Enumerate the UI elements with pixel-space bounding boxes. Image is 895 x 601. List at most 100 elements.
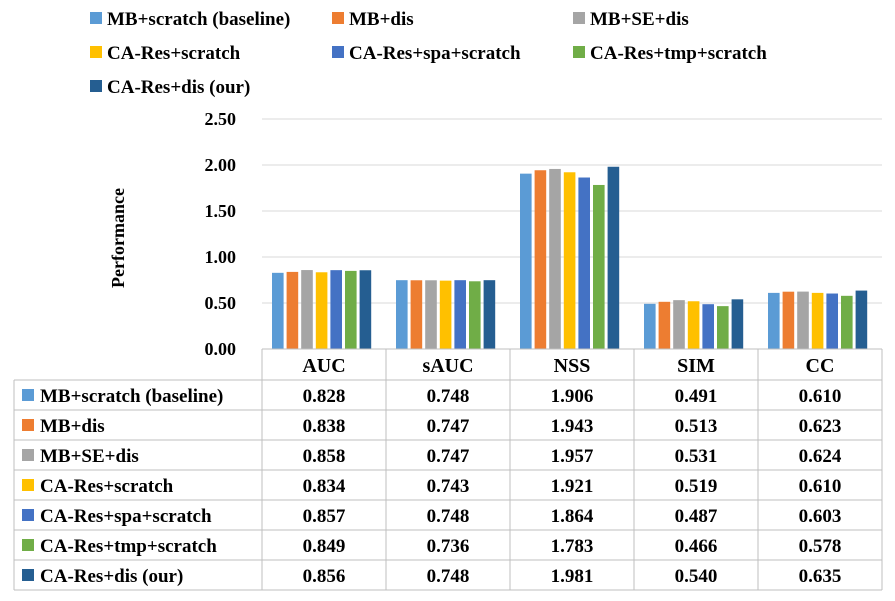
- bar-cc-s6: [855, 290, 868, 349]
- table-legend-key: [22, 509, 34, 521]
- table-cell-value: 1.906: [551, 386, 594, 407]
- bar-auc-s1: [286, 271, 299, 349]
- y-tick-label: 1.50: [205, 201, 237, 221]
- bar-sim-s1: [658, 301, 671, 349]
- table-cell-value: 0.743: [427, 476, 470, 497]
- category-label-nss: NSS: [554, 355, 591, 377]
- table-cell-value: 0.610: [799, 476, 842, 497]
- bar-auc-s3: [315, 272, 328, 349]
- table-series-name: MB+dis: [40, 416, 105, 437]
- legend-key: [573, 12, 585, 24]
- legend-key: [90, 46, 102, 58]
- legend-label: MB+dis: [349, 9, 414, 30]
- table-cell-value: 1.943: [551, 416, 594, 437]
- bar-auc-s6: [359, 270, 372, 349]
- category-label-auc: AUC: [302, 355, 345, 377]
- bar-sauc-s0: [396, 280, 408, 349]
- bar-auc-s4: [330, 270, 342, 349]
- table-legend-key: [22, 569, 34, 581]
- bar-nss-s3: [563, 172, 576, 349]
- bar-auc-s2: [301, 270, 313, 349]
- legend-label: CA-Res+scratch: [107, 43, 241, 64]
- bar-sim-s5: [717, 306, 729, 349]
- bar-sauc-s6: [483, 280, 496, 349]
- table-cell-value: 0.491: [675, 386, 718, 407]
- bar-sauc-s5: [469, 281, 481, 349]
- bar-auc-s5: [345, 270, 357, 349]
- table-cell-value: 0.610: [799, 386, 842, 407]
- table-legend-key: [22, 539, 34, 551]
- table-cell-value: 0.531: [675, 446, 718, 467]
- bar-nss-s6: [607, 166, 620, 349]
- table-cell-value: 0.858: [303, 446, 346, 467]
- table-cell-value: 0.635: [799, 566, 842, 587]
- legend-label: MB+SE+dis: [590, 9, 689, 30]
- table-cell-value: 0.748: [427, 566, 470, 587]
- table-series-name: CA-Res+spa+scratch: [40, 506, 212, 527]
- bar-nss-s5: [593, 184, 605, 349]
- bar-sauc-s1: [410, 280, 423, 349]
- table-series-name: CA-Res+tmp+scratch: [40, 536, 217, 557]
- table-cell-value: 0.849: [303, 536, 346, 557]
- table-cell-value: 1.864: [551, 506, 594, 527]
- legend-label: CA-Res+tmp+scratch: [590, 43, 767, 64]
- table-cell-value: 0.624: [799, 446, 842, 467]
- table-series-name: CA-Res+dis (our): [40, 566, 183, 587]
- table-series-name: MB+scratch (baseline): [40, 386, 223, 407]
- table-cell-value: 0.513: [675, 416, 718, 437]
- table-cell-value: 1.921: [551, 476, 594, 497]
- bar-nss-s1: [534, 170, 547, 349]
- bar-sim-s6: [731, 299, 744, 349]
- table-series-name: CA-Res+scratch: [40, 476, 174, 497]
- table-cell-value: 0.747: [427, 446, 470, 467]
- bar-sauc-s3: [439, 280, 452, 349]
- legend-key: [332, 46, 344, 58]
- table-series-name: MB+SE+dis: [40, 446, 139, 467]
- table-cell-value: 0.748: [427, 506, 470, 527]
- table-cell-value: 0.828: [303, 386, 346, 407]
- y-tick-label: 0.50: [205, 293, 237, 313]
- legend-key: [90, 80, 102, 92]
- bar-auc-s0: [272, 272, 284, 349]
- y-axis-title: Performance: [108, 188, 128, 288]
- bar-sim-s4: [702, 304, 714, 349]
- bar-sim-s2: [673, 300, 685, 349]
- table-legend-key: [22, 419, 34, 431]
- y-tick-label: 0.00: [205, 339, 237, 359]
- table-legend-key: [22, 479, 34, 491]
- table-cell-value: 0.623: [799, 416, 842, 437]
- legend-label: CA-Res+spa+scratch: [349, 43, 521, 64]
- table-cell-value: 0.603: [799, 506, 842, 527]
- y-tick-label: 1.00: [205, 247, 237, 267]
- table-cell-value: 0.578: [799, 536, 842, 557]
- table-legend-key: [22, 449, 34, 461]
- table-cell-value: 0.519: [675, 476, 718, 497]
- category-label-sauc: sAUC: [422, 355, 473, 377]
- table-cell-value: 0.857: [303, 506, 346, 527]
- bar-sim-s0: [644, 303, 656, 349]
- bar-sauc-s4: [454, 280, 466, 349]
- table-cell-value: 0.834: [303, 476, 346, 497]
- table-cell-value: 0.856: [303, 566, 346, 587]
- bar-cc-s5: [841, 295, 853, 349]
- table-cell-value: 0.838: [303, 416, 346, 437]
- bar-nss-s4: [578, 177, 590, 349]
- y-tick-label: 2.50: [205, 109, 237, 129]
- bar-cc-s0: [768, 292, 780, 349]
- category-label-sim: SIM: [677, 355, 715, 377]
- bar-sauc-s2: [425, 280, 437, 349]
- table-cell-value: 0.748: [427, 386, 470, 407]
- y-tick-label: 2.00: [205, 155, 237, 175]
- category-label-cc: CC: [806, 355, 835, 377]
- legend-key: [332, 12, 344, 24]
- table-cell-value: 0.540: [675, 566, 718, 587]
- table-cell-value: 0.466: [675, 536, 718, 557]
- bar-sim-s3: [687, 301, 700, 349]
- table-cell-value: 1.783: [551, 536, 594, 557]
- legend-label: CA-Res+dis (our): [107, 77, 250, 98]
- bar-cc-s3: [811, 292, 824, 349]
- table-cell-value: 1.957: [551, 446, 594, 467]
- table-legend-key: [22, 389, 34, 401]
